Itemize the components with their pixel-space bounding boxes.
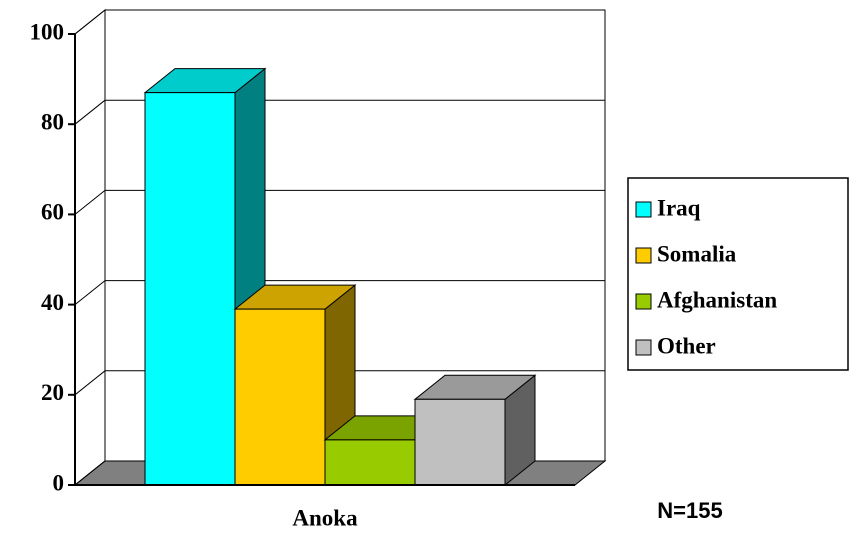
bar [414,398,506,486]
bar [324,439,416,486]
legend-label: Other [657,333,716,358]
legend-swatch [635,247,652,264]
grid-line [74,460,106,486]
legend-label: Somalia [657,241,737,266]
grid-line [74,9,106,35]
y-tick-label: 20 [41,380,64,405]
side-wall [74,8,106,487]
y-tick-label: 60 [41,200,64,225]
grid-line [74,280,106,305]
grid-line [74,99,106,125]
grid-line [74,190,106,215]
y-tick-label: 0 [53,470,65,495]
x-tick-label: Anoka [292,505,358,530]
y-tick-label: 80 [41,109,64,134]
bars [143,67,537,487]
legend-swatch [635,201,652,218]
legend [627,177,849,371]
bar [234,308,326,486]
grid-line [74,370,106,396]
legend-swatch [635,339,652,356]
legend-swatch [635,293,652,310]
y-tick-label: 100 [30,19,65,44]
legend-label: Iraq [657,195,701,220]
legend-entries: Iraq Somalia Afghanistan Other [635,195,777,358]
y-tick-label: 40 [41,290,64,315]
annotation: N=155 [657,498,722,523]
bar [144,92,236,486]
legend-label: Afghanistan [657,287,777,312]
